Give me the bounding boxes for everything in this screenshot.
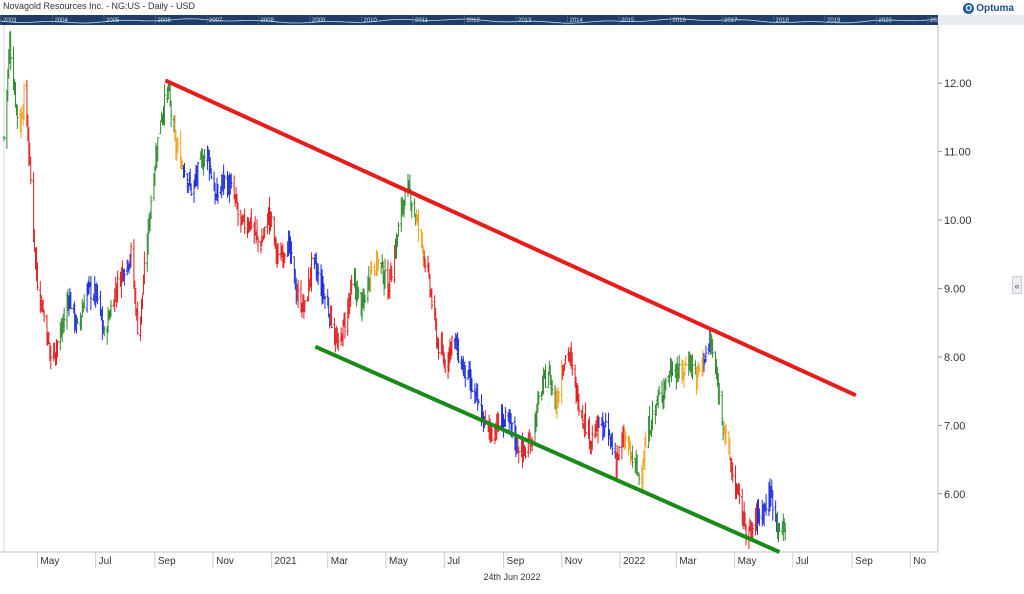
navigator-year-label: 2008 <box>261 18 275 24</box>
navigator-year-label: 2003 <box>3 18 17 24</box>
x-tick-label: Sep <box>855 556 873 567</box>
navigator-year-label: 2015 <box>621 18 635 24</box>
y-tick-label: 10.00 <box>944 215 972 227</box>
navigator-year-label: 2010 <box>364 18 378 24</box>
trend-lines <box>164 78 857 554</box>
chart-title: Novagold Resources Inc. - NG:US - Daily … <box>3 1 196 11</box>
navigator-sparkline <box>0 18 937 24</box>
navigator-year-label: 2017 <box>724 18 738 24</box>
navigator-year-label: 2005 <box>106 18 120 24</box>
x-tick-label: Jul <box>796 556 809 567</box>
chevron-left-icon[interactable]: « <box>1012 276 1022 294</box>
x-tick-label: 2022 <box>623 556 646 567</box>
resistance-trend-line <box>164 78 857 398</box>
navigator-year-label: 2011 <box>415 18 429 24</box>
navigator-strip <box>0 15 938 25</box>
navigator-year-label: 2009 <box>312 18 326 24</box>
navigator-year-label: 2016 <box>673 18 687 24</box>
brand-name: Optuma <box>976 2 1014 14</box>
navigator-year-label: 2004 <box>55 18 69 24</box>
x-tick-label: Nov <box>565 556 583 567</box>
navigator-empty-area <box>938 15 1024 25</box>
date-navigator[interactable]: 2003 2004 2005 2006 2007 2008 2009 2010 2011 2012… <box>0 15 1024 25</box>
y-tick-label: 6.00 <box>944 489 965 501</box>
y-tick-label: 11.00 <box>944 147 971 159</box>
x-tick-label: 2021 <box>274 556 297 567</box>
y-tick-label: 12.00 <box>944 78 972 90</box>
price-bars <box>2 30 787 550</box>
navigator-year-label: 2019 <box>827 18 841 24</box>
navigator-year-label: 2013 <box>518 18 532 24</box>
navigator-year-label: 2014 <box>570 18 584 24</box>
navigator-year-label: 2021 <box>930 18 944 24</box>
x-tick-label: Sep <box>158 556 176 567</box>
navigator-year-label: 2012 <box>467 18 481 24</box>
x-tick-label: May <box>738 556 757 567</box>
x-tick-label: No <box>913 556 926 567</box>
x-tick-label: May <box>40 556 59 567</box>
navigator-year-label: 2006 <box>158 18 172 24</box>
x-tick-label: Jul <box>99 556 112 567</box>
y-axis-ticks: 12.00 11.00 10.00 9.00 8.00 7.00 6.00 <box>938 78 972 501</box>
x-tick-label: Nov <box>216 556 234 567</box>
x-tick-label: Mar <box>331 556 349 567</box>
y-tick-label: 9.00 <box>944 284 965 296</box>
x-tick-label: Sep <box>506 556 524 567</box>
cursor-date-label: 24th Jun 2022 <box>483 572 541 582</box>
x-tick-label: Mar <box>679 556 697 567</box>
brand: O Optuma <box>959 1 1018 15</box>
x-tick-label: May <box>389 556 408 567</box>
support-trend-line <box>314 344 781 554</box>
navigator-year-label: 2020 <box>879 18 893 24</box>
navigator-year-label: 2007 <box>209 18 223 24</box>
x-tick-label: Jul <box>447 556 460 567</box>
x-axis-ticks: May Jul Sep Nov 2021 Mar May Jul Sep Nov 2022 Mar Ma… <box>36 552 927 568</box>
navigator-year-label: 2018 <box>776 18 790 24</box>
y-tick-label: 8.00 <box>944 352 965 364</box>
y-tick-label: 7.00 <box>944 420 965 432</box>
optuma-logo-icon: O <box>963 2 975 14</box>
